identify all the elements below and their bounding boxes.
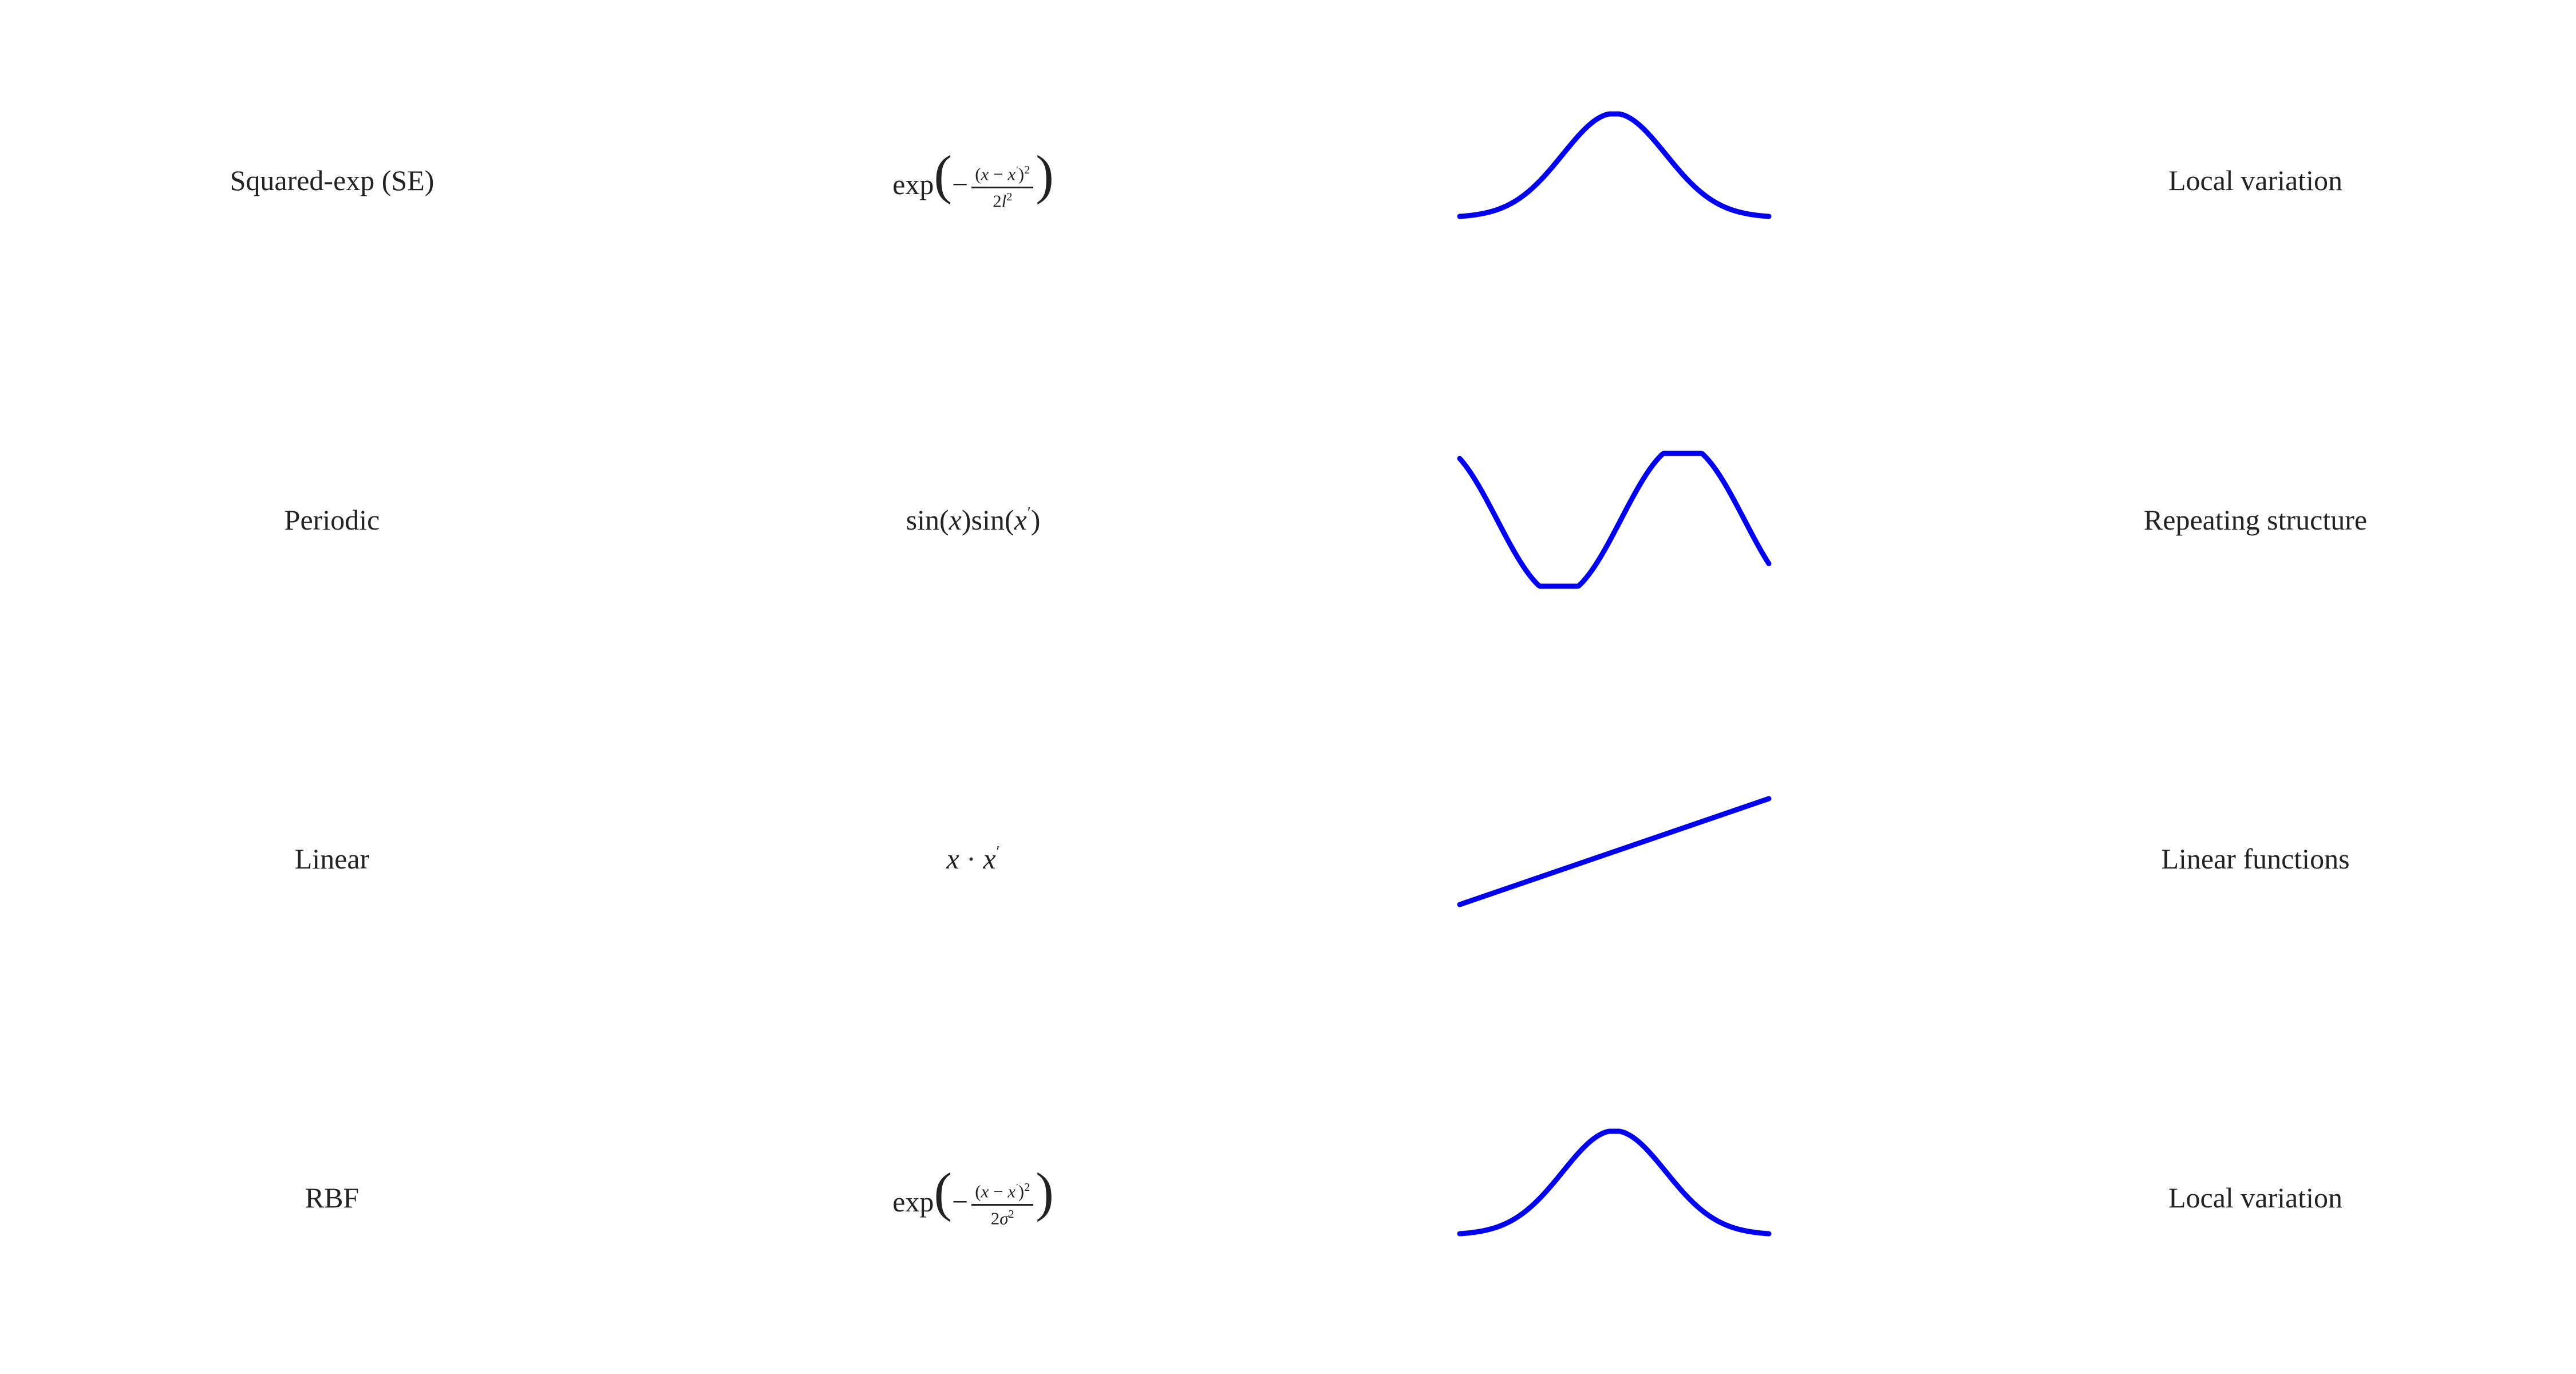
kernel-row-se: Squared-exp (SE) exp(− (x − x′)2 2l2) Loca… [0,111,2576,249]
gaussian-curve-plot [1457,1128,1772,1237]
linear-curve-plot [1457,796,1772,907]
kernel-use: Local variation [2168,164,2343,196]
kernel-name: Squared-exp (SE) [230,164,434,196]
kernel-use: Linear functions [2161,843,2350,875]
kernel-plot [1443,111,1786,249]
kernel-use: Repeating structure [2143,504,2368,536]
gaussian-curve-plot [1457,111,1772,219]
kernel-plot [1443,790,1786,927]
kernel-name: Linear [294,843,370,875]
kernel-name: RBF [305,1182,359,1214]
linear-curve [1457,796,1772,907]
formula-dot: x · x′ [946,842,1000,875]
gaussian-curve [1457,1128,1772,1237]
formula-exp-rbf: exp(− (x − x′)2 2σ2) [892,1162,1054,1229]
kernel-plot [1443,451,1786,589]
kernel-formula: x · x′ [801,790,1145,927]
sine-curve [1457,451,1772,589]
formula-sin: sin(x)sin(x′) [906,503,1041,536]
gaussian-curve [1457,111,1772,219]
kernel-formula: exp(− (x − x′)2 2l2) [801,112,1145,249]
kernel-plot [1443,1128,1786,1266]
formula-exp-se: exp(− (x − x′)2 2l2) [892,144,1054,211]
kernel-use: Local variation [2168,1182,2343,1214]
kernel-row-rbf: RBF exp(− (x − x′)2 2σ2) Local variation [0,1128,2576,1266]
kernel-formula: sin(x)sin(x′) [801,451,1145,589]
kernel-row-periodic: Periodic sin(x)sin(x′) Repeating structu… [0,451,2576,589]
sine-curve-plot [1457,451,1772,589]
kernel-formula: exp(− (x − x′)2 2σ2) [801,1129,1145,1266]
kernel-row-linear: Linear x · x′ Linear functions [0,790,2576,927]
kernel-name: Periodic [284,504,380,536]
